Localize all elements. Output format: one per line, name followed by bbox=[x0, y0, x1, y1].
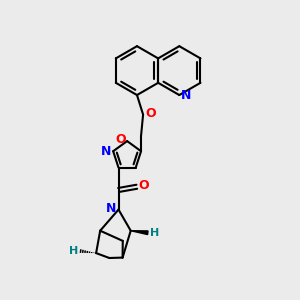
Text: O: O bbox=[115, 133, 126, 146]
Text: H: H bbox=[150, 228, 159, 238]
Polygon shape bbox=[131, 231, 148, 235]
Text: N: N bbox=[101, 145, 111, 158]
Text: O: O bbox=[145, 107, 156, 120]
Text: H: H bbox=[70, 246, 79, 256]
Text: O: O bbox=[138, 179, 149, 192]
Text: N: N bbox=[181, 88, 191, 101]
Text: N: N bbox=[106, 202, 116, 215]
